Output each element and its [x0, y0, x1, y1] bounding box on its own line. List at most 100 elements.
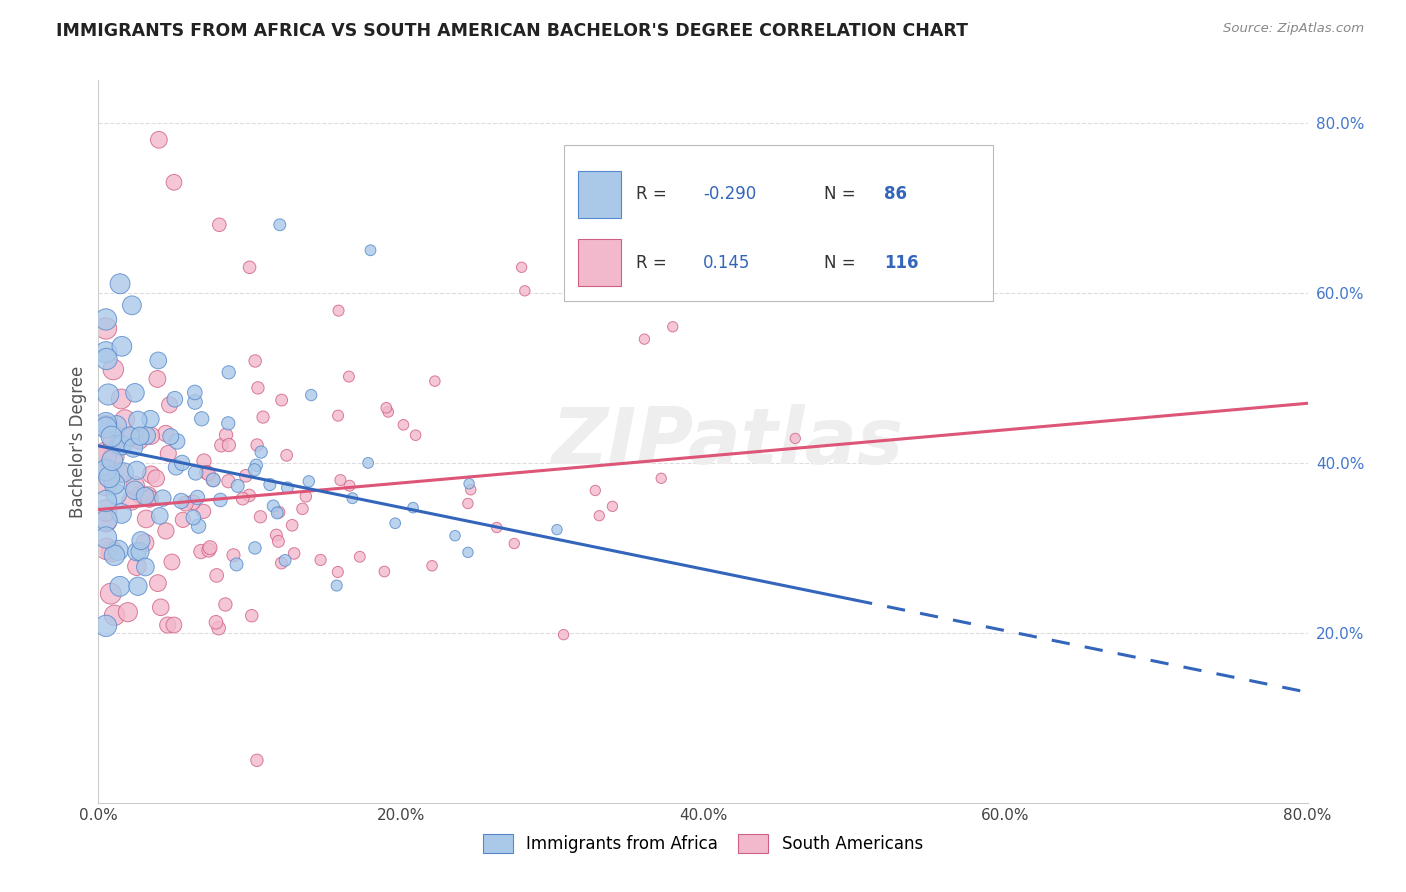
Point [546, 523, 568, 537]
Point [513, 284, 536, 298]
Point [785, 432, 807, 446]
Point [134, 560, 156, 574]
Point [339, 479, 361, 493]
Point [240, 608, 263, 623]
Point [96, 513, 118, 527]
Point [209, 492, 232, 507]
Point [94, 531, 117, 545]
Point [243, 541, 266, 555]
Point [122, 441, 145, 455]
Point [112, 466, 135, 480]
Point [329, 473, 352, 487]
Point [120, 429, 142, 443]
Point [198, 543, 221, 558]
Text: N =: N = [824, 185, 860, 203]
Point [377, 405, 399, 419]
Point [127, 413, 149, 427]
Point [152, 491, 174, 505]
Point [326, 409, 349, 423]
Point [101, 544, 124, 558]
Point [238, 488, 260, 502]
Point [309, 553, 332, 567]
Point [127, 579, 149, 593]
Point [373, 565, 395, 579]
Point [267, 505, 290, 519]
Point [96, 541, 118, 556]
Point [157, 446, 180, 460]
Point [342, 491, 364, 506]
Point [198, 541, 221, 555]
Point [94, 449, 117, 463]
Point [270, 393, 292, 408]
Point [209, 438, 232, 452]
Point [283, 546, 305, 560]
Point [108, 579, 131, 593]
Point [172, 513, 194, 527]
Point [218, 365, 240, 379]
Text: 0.145: 0.145 [703, 253, 751, 272]
Point [243, 463, 266, 477]
Text: R =: R = [637, 253, 672, 272]
Point [243, 354, 266, 368]
Point [104, 608, 127, 623]
Point [510, 260, 533, 275]
Point [100, 587, 122, 601]
Point [184, 466, 207, 480]
Point [172, 456, 194, 470]
Point [650, 471, 672, 485]
Point [166, 434, 188, 449]
Point [174, 496, 197, 510]
Point [337, 369, 360, 384]
Point [155, 426, 177, 441]
Point [98, 470, 121, 484]
Point [129, 429, 152, 443]
Point [276, 448, 298, 462]
Point [402, 500, 425, 515]
Point [94, 515, 117, 529]
Point [485, 520, 508, 534]
Text: ZIPatlas: ZIPatlas [551, 403, 903, 480]
Legend: Immigrants from Africa, South Americans: Immigrants from Africa, South Americans [477, 827, 929, 860]
Point [349, 549, 371, 564]
Point [114, 412, 136, 426]
Point [94, 345, 117, 359]
Point [217, 417, 239, 431]
Point [139, 412, 162, 426]
Text: 86: 86 [884, 185, 907, 203]
FancyBboxPatch shape [564, 145, 993, 301]
Point [103, 549, 125, 563]
Point [120, 493, 142, 508]
Text: N =: N = [824, 253, 860, 272]
Point [135, 428, 157, 442]
Point [458, 476, 481, 491]
Point [94, 416, 117, 430]
Point [384, 516, 406, 531]
Point [117, 605, 139, 619]
Point [208, 218, 231, 232]
Point [965, 268, 987, 283]
Point [187, 519, 209, 533]
Point [360, 244, 382, 258]
Point [217, 474, 239, 488]
Point [420, 558, 443, 573]
Point [457, 545, 479, 559]
Bar [578, 239, 621, 286]
Point [405, 428, 427, 442]
Text: IMMIGRANTS FROM AFRICA VS SOUTH AMERICAN BACHELOR'S DEGREE CORRELATION CHART: IMMIGRANTS FROM AFRICA VS SOUTH AMERICAN… [56, 22, 969, 40]
Point [94, 445, 117, 459]
Point [125, 559, 148, 574]
Point [270, 556, 292, 570]
Point [326, 565, 349, 579]
Point [138, 491, 160, 506]
Point [124, 385, 146, 400]
Point [170, 494, 193, 508]
Point [195, 466, 218, 480]
Point [163, 175, 186, 189]
Point [214, 598, 236, 612]
Point [602, 500, 624, 514]
Point [226, 479, 249, 493]
Point [190, 544, 212, 558]
Point [97, 387, 120, 401]
Y-axis label: Bachelor's Degree: Bachelor's Degree [69, 366, 87, 517]
Point [94, 467, 117, 482]
